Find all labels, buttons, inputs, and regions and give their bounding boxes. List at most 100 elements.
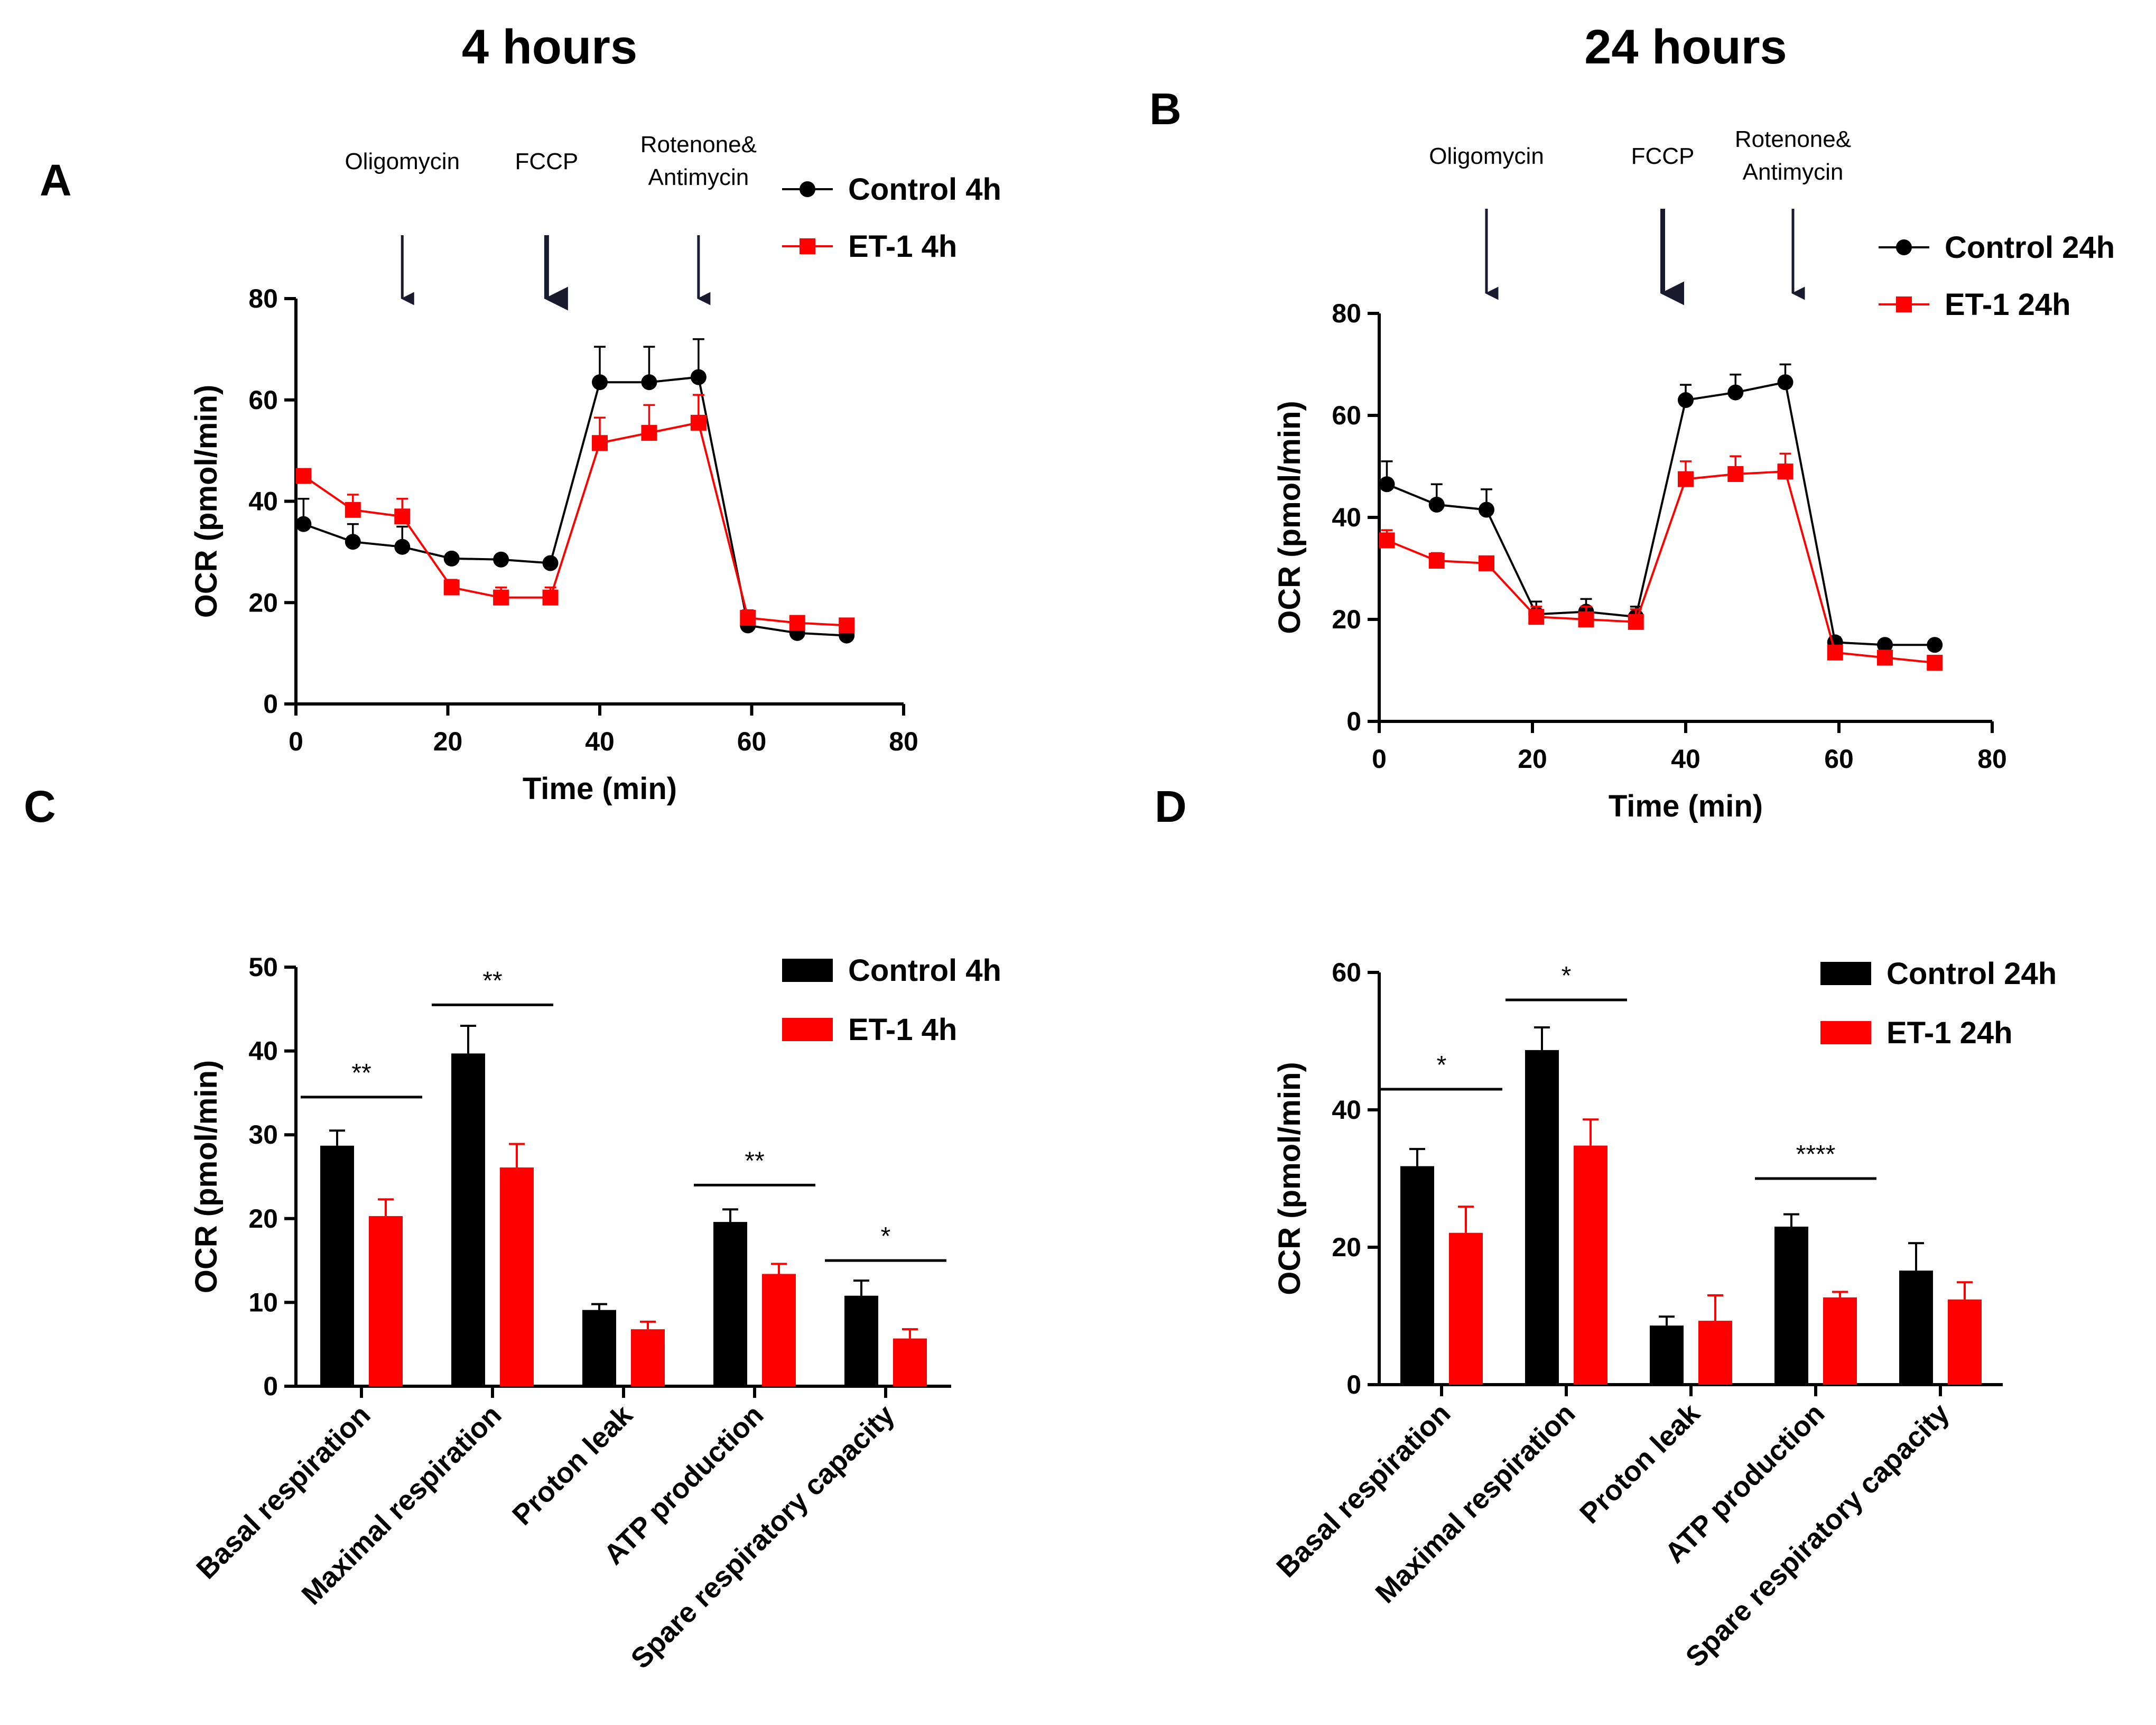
data-point <box>789 615 805 631</box>
legend-label: ET-1 4h <box>848 229 957 264</box>
injection-label: Oligomycin <box>1429 143 1544 169</box>
y-axis-label: OCR (pmol/min) <box>1272 1062 1307 1295</box>
data-point <box>1578 611 1594 627</box>
y-axis-label: OCR (pmol/min) <box>189 1060 224 1293</box>
header-24-hours: 24 hours <box>1584 20 1787 74</box>
bar <box>631 1329 665 1386</box>
data-point <box>839 617 855 634</box>
significance-mark: **** <box>1796 1140 1836 1168</box>
bar <box>500 1167 534 1386</box>
y-tick-label: 20 <box>248 1204 278 1234</box>
data-point <box>641 374 657 391</box>
bar <box>1698 1321 1732 1385</box>
y-axis-label: OCR (pmol/min) <box>1272 401 1307 634</box>
y-tick-label: 40 <box>248 1036 278 1066</box>
x-tick-label: 60 <box>1824 744 1854 774</box>
data-point <box>1428 553 1445 569</box>
data-point <box>542 555 559 571</box>
legend-swatch <box>782 959 833 982</box>
data-point <box>394 508 411 525</box>
data-point <box>345 502 361 518</box>
chart-b-oxygen-consumption-24h: 0 20 40 60 80 0 20 40 60 80 Time (min) OCR (pmol/mi… <box>1272 126 2115 823</box>
bar <box>713 1222 747 1386</box>
data-point <box>542 589 559 606</box>
y-tick-label: 0 <box>263 689 278 719</box>
data-point <box>1628 614 1644 630</box>
y-tick-label: 0 <box>263 1371 278 1401</box>
legend-label: ET-1 4h <box>848 1013 957 1047</box>
bar <box>369 1216 403 1386</box>
panel-label-d: D <box>1155 782 1187 831</box>
injection-label: Rotenone& <box>640 132 757 157</box>
category-label: Spare respiratory capacity <box>625 1399 900 1675</box>
legend-label: Control 4h <box>848 953 1001 988</box>
legend-marker <box>800 181 815 197</box>
injection-label: FCCP <box>515 149 578 174</box>
data-point <box>641 425 657 441</box>
data-point <box>690 369 707 385</box>
data-point <box>1479 555 1494 571</box>
data-point <box>1678 392 1694 409</box>
legend-marker <box>1896 296 1912 312</box>
y-tick-label: 60 <box>1332 401 1361 430</box>
injection-label: Oligomycin <box>345 149 460 174</box>
x-tick-label: 80 <box>1977 744 2007 774</box>
data-point <box>1479 502 1494 518</box>
y-tick-label: 60 <box>1332 958 1361 987</box>
bar <box>1449 1232 1483 1385</box>
panel-label-b: B <box>1149 84 1182 134</box>
legend-label: ET-1 24h <box>1945 288 2071 322</box>
series-line-1 <box>1386 470 1935 664</box>
legend-label: Control 24h <box>1945 230 2115 265</box>
legend-swatch <box>782 1018 833 1041</box>
chart-a-oxygen-consumption-4h: 0 20 40 60 80 0 20 40 60 80 Time (min) OCR (pmol/mi… <box>189 132 1001 806</box>
y-tick-label: 40 <box>248 487 278 516</box>
significance-mark: ** <box>745 1147 764 1175</box>
bar <box>1899 1270 1933 1385</box>
bar <box>893 1338 927 1386</box>
panel-label-c: C <box>24 782 56 831</box>
legend-marker <box>800 238 815 254</box>
panel-label-a: A <box>40 155 72 205</box>
data-point <box>345 534 361 550</box>
series-line-1 <box>303 421 847 627</box>
x-axis-label: Time (min) <box>1609 789 1763 823</box>
data-point <box>690 414 707 431</box>
data-point <box>1877 650 1893 666</box>
category-label: Spare respiratory capacity <box>1679 1397 1955 1673</box>
data-point <box>394 539 411 555</box>
bar <box>1400 1166 1434 1385</box>
y-tick-label: 0 <box>1346 707 1361 736</box>
data-point <box>1678 471 1694 487</box>
y-tick-label: 10 <box>248 1287 278 1317</box>
y-tick-label: 20 <box>248 588 278 617</box>
bar <box>762 1274 796 1386</box>
y-tick-label: 80 <box>1332 299 1361 328</box>
data-point <box>1727 466 1744 482</box>
x-tick-label: 80 <box>889 727 918 756</box>
bar <box>1650 1325 1684 1385</box>
bar <box>1574 1145 1607 1385</box>
injection-label: Rotenone& <box>1735 126 1851 152</box>
data-point <box>1428 496 1445 513</box>
x-axis-label: Time (min) <box>523 772 677 806</box>
data-point <box>1777 463 1793 480</box>
data-point <box>1927 637 1943 653</box>
significance-mark: * <box>881 1222 891 1250</box>
significance-mark: * <box>1562 962 1572 990</box>
y-tick-label: 20 <box>1332 1232 1361 1262</box>
bar <box>844 1295 878 1386</box>
legend-label: Control 24h <box>1886 957 2057 991</box>
bar <box>451 1053 485 1386</box>
data-point <box>1777 374 1793 391</box>
y-tick-label: 60 <box>248 385 278 415</box>
legend-swatch <box>1820 962 1871 985</box>
data-point <box>1528 609 1545 625</box>
series-line-0 <box>1386 381 1935 646</box>
x-tick-label: 20 <box>433 727 463 756</box>
injection-label-line2: Antimycin <box>1743 159 1844 185</box>
bar <box>1948 1299 1982 1385</box>
y-tick-label: 40 <box>1332 503 1361 532</box>
legend-marker <box>1896 239 1912 255</box>
